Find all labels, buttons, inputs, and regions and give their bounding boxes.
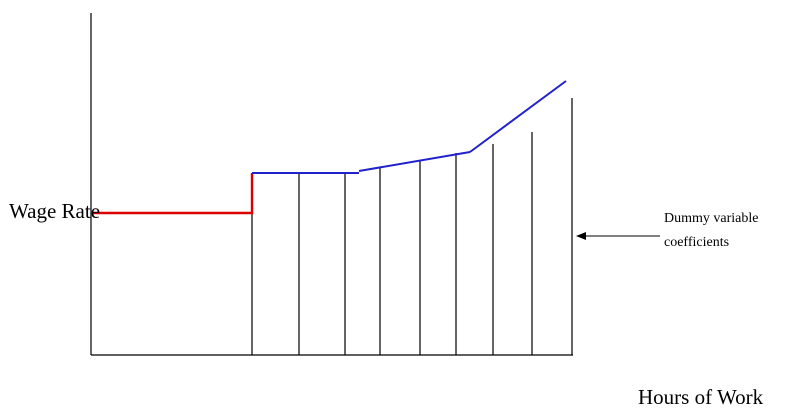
coefficient-lines xyxy=(251,98,573,355)
y-axis-label: Wage Rate xyxy=(9,199,101,223)
annotation-line: coefficients xyxy=(664,235,730,250)
upper-steep-segment xyxy=(469,80,567,153)
base-wage-segment xyxy=(91,173,254,215)
annotation-text: Dummy variable coefficients xyxy=(664,207,758,255)
x-axis-label: Hours of Work xyxy=(638,385,764,409)
arrow-head-icon xyxy=(576,232,586,240)
upper-wage-segments xyxy=(252,80,567,174)
upper-rising-segment xyxy=(358,151,471,172)
annotation-line: Dummy variable xyxy=(664,211,759,226)
